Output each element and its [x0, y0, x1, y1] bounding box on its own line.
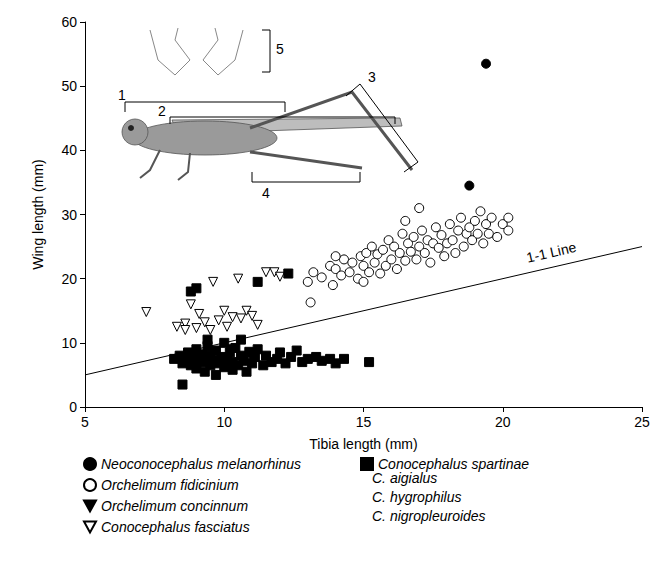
svg-text:30: 30 — [61, 207, 77, 223]
svg-text:Orchelimum concinnum: Orchelimum concinnum — [101, 498, 248, 514]
svg-text:40: 40 — [61, 142, 77, 158]
svg-text:Conocephalus spartinae: Conocephalus spartinae — [378, 456, 529, 472]
svg-text:Neoconocephalus melanorhinus: Neoconocephalus melanorhinus — [101, 456, 301, 472]
svg-text:50: 50 — [61, 78, 77, 94]
svg-text:Orchelimum fidicinium: Orchelimum fidicinium — [101, 477, 239, 493]
svg-text:C. nigropleuroides: C. nigropleuroides — [372, 508, 486, 524]
svg-text:1-1 Line: 1-1 Line — [525, 239, 578, 266]
svg-text:5: 5 — [276, 41, 284, 57]
svg-text:Tibia length (mm): Tibia length (mm) — [309, 436, 417, 452]
svg-text:20: 20 — [495, 414, 511, 430]
svg-text:4: 4 — [262, 185, 270, 201]
svg-text:5: 5 — [81, 414, 89, 430]
svg-text:15: 15 — [356, 414, 372, 430]
svg-text:3: 3 — [368, 69, 376, 85]
svg-text:1: 1 — [118, 87, 126, 103]
svg-text:C. hygrophilus: C. hygrophilus — [372, 489, 462, 505]
svg-text:10: 10 — [61, 335, 77, 351]
svg-text:60: 60 — [61, 14, 77, 30]
svg-text:Wing length (mm): Wing length (mm) — [30, 159, 46, 269]
svg-text:C. aigialus: C. aigialus — [372, 470, 437, 486]
svg-text:Conocephalus fasciatus: Conocephalus fasciatus — [101, 519, 250, 535]
svg-text:25: 25 — [634, 414, 650, 430]
svg-text:0: 0 — [69, 399, 77, 415]
svg-text:20: 20 — [61, 271, 77, 287]
svg-text:10: 10 — [216, 414, 232, 430]
svg-text:2: 2 — [158, 103, 166, 119]
